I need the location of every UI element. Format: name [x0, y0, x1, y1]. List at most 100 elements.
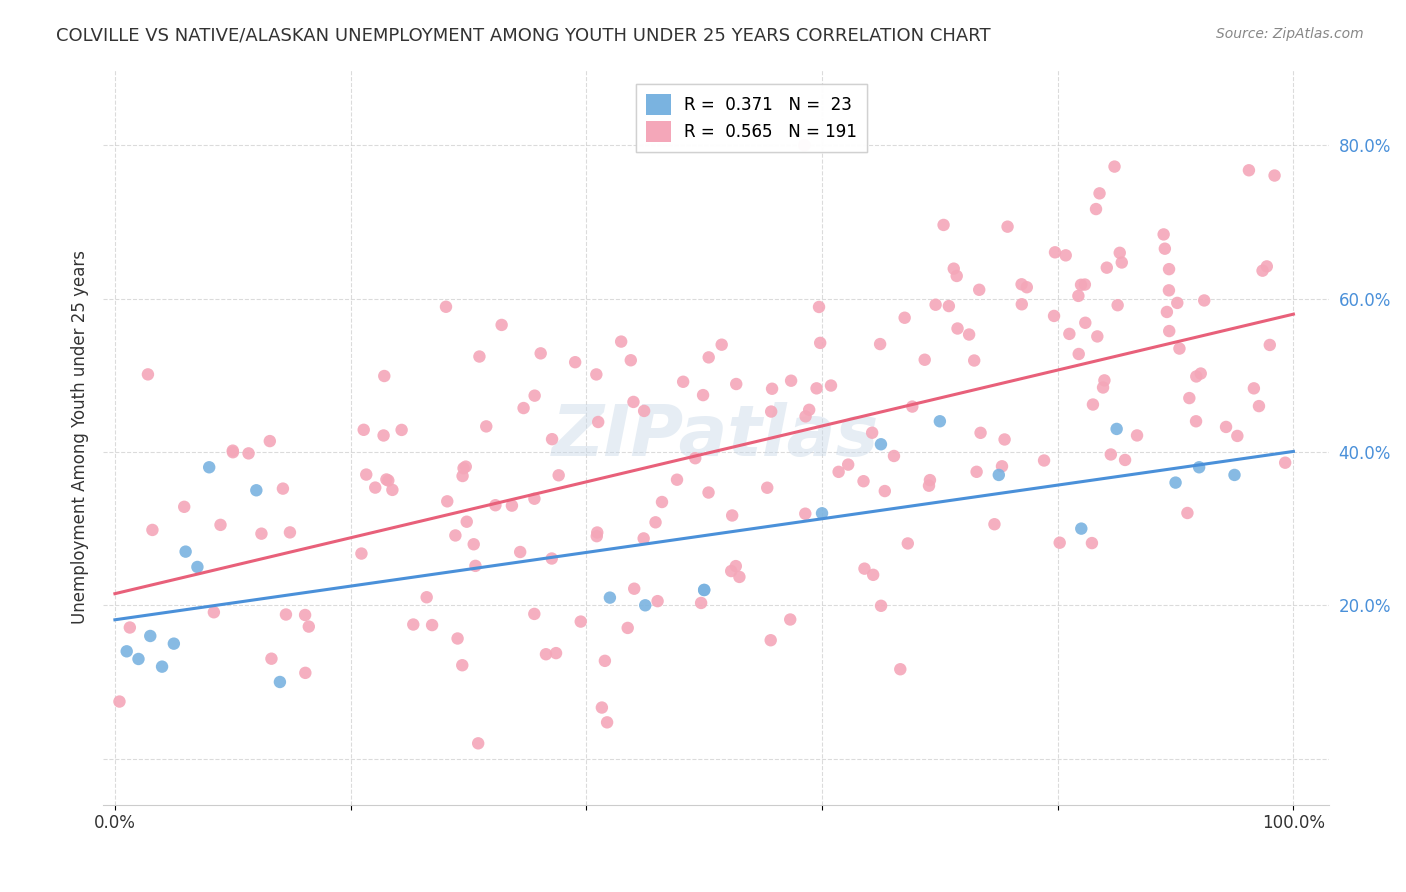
- Point: [456, 515, 478, 529]
- Point: [756, 481, 779, 495]
- Point: [728, 570, 751, 584]
- Point: [873, 484, 896, 499]
- Text: Source: ZipAtlas.com: Source: ZipAtlas.com: [1216, 27, 1364, 41]
- Point: [596, 715, 619, 730]
- Point: [434, 300, 457, 314]
- Point: [274, 607, 297, 622]
- Point: [811, 506, 834, 520]
- Point: [1126, 428, 1149, 442]
- Point: [1157, 262, 1180, 277]
- Point: [1081, 398, 1104, 412]
- Point: [294, 665, 316, 680]
- Point: [780, 374, 803, 388]
- Point: [436, 494, 458, 508]
- Point: [1215, 420, 1237, 434]
- Point: [353, 423, 375, 437]
- Point: [1185, 414, 1208, 428]
- Point: [163, 637, 186, 651]
- Point: [186, 560, 208, 574]
- Point: [870, 599, 893, 613]
- Point: [453, 461, 475, 475]
- Point: [523, 491, 546, 506]
- Point: [1105, 422, 1128, 436]
- Point: [633, 404, 655, 418]
- Point: [544, 646, 567, 660]
- Point: [1274, 456, 1296, 470]
- Point: [530, 346, 553, 360]
- Point: [209, 517, 232, 532]
- Point: [993, 433, 1015, 447]
- Point: [967, 283, 990, 297]
- Point: [1226, 429, 1249, 443]
- Point: [697, 485, 720, 500]
- Point: [806, 381, 828, 395]
- Point: [391, 423, 413, 437]
- Point: [697, 351, 720, 365]
- Point: [1188, 460, 1211, 475]
- Point: [375, 473, 398, 487]
- Point: [1159, 324, 1181, 338]
- Point: [541, 432, 564, 446]
- Point: [720, 564, 742, 578]
- Point: [1067, 347, 1090, 361]
- Point: [484, 498, 506, 512]
- Point: [271, 482, 294, 496]
- Point: [610, 334, 633, 349]
- Point: [1166, 296, 1188, 310]
- Point: [222, 443, 245, 458]
- Point: [808, 300, 831, 314]
- Point: [1177, 506, 1199, 520]
- Point: [523, 607, 546, 621]
- Point: [415, 591, 437, 605]
- Point: [799, 402, 821, 417]
- Point: [564, 355, 586, 369]
- Point: [350, 547, 373, 561]
- Point: [569, 615, 592, 629]
- Point: [1111, 255, 1133, 269]
- Point: [869, 337, 891, 351]
- Point: [451, 658, 474, 673]
- Point: [593, 654, 616, 668]
- Point: [1185, 369, 1208, 384]
- Point: [666, 473, 689, 487]
- Point: [377, 474, 399, 488]
- Point: [623, 582, 645, 596]
- Point: [853, 561, 876, 575]
- Point: [108, 694, 131, 708]
- Point: [269, 675, 291, 690]
- Point: [683, 451, 706, 466]
- Point: [599, 591, 621, 605]
- Point: [938, 299, 960, 313]
- Text: COLVILLE VS NATIVE/ALASKAN UNEMPLOYMENT AMONG YOUTH UNDER 25 YEARS CORRELATION C: COLVILLE VS NATIVE/ALASKAN UNEMPLOYMENT …: [56, 27, 991, 45]
- Point: [692, 388, 714, 402]
- Point: [997, 219, 1019, 234]
- Point: [467, 736, 489, 750]
- Point: [373, 369, 395, 384]
- Point: [957, 327, 980, 342]
- Point: [1095, 260, 1118, 275]
- Point: [852, 474, 875, 488]
- Point: [693, 582, 716, 597]
- Point: [250, 526, 273, 541]
- Point: [1054, 248, 1077, 262]
- Point: [963, 353, 986, 368]
- Point: [932, 218, 955, 232]
- Point: [862, 567, 884, 582]
- Point: [1247, 399, 1270, 413]
- Point: [1243, 381, 1265, 395]
- Point: [870, 437, 893, 451]
- Point: [1256, 260, 1278, 274]
- Point: [901, 400, 924, 414]
- Point: [420, 618, 443, 632]
- Point: [586, 525, 609, 540]
- Point: [354, 467, 377, 482]
- Point: [1049, 535, 1071, 549]
- Point: [794, 507, 817, 521]
- Point: [644, 516, 666, 530]
- Point: [278, 525, 301, 540]
- Point: [1070, 277, 1092, 292]
- Point: [451, 469, 474, 483]
- Point: [118, 620, 141, 634]
- Point: [946, 321, 969, 335]
- Point: [523, 389, 546, 403]
